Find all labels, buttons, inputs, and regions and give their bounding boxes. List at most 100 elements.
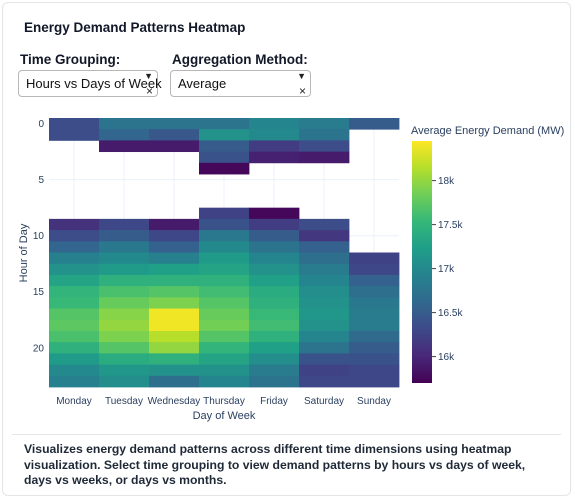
heatmap-cell bbox=[199, 375, 250, 388]
heatmap-cell bbox=[99, 375, 150, 388]
chart-description: Visualizes energy demand patterns across… bbox=[24, 442, 526, 487]
heatmap-cell bbox=[199, 353, 250, 365]
heatmap-cell bbox=[349, 330, 400, 343]
heatmap-cell bbox=[299, 118, 350, 130]
heatmap-cell bbox=[199, 330, 250, 343]
heatmap-cell bbox=[349, 319, 400, 332]
heatmap-cell bbox=[99, 274, 150, 287]
heatmap-cell bbox=[149, 297, 200, 309]
heatmap-cell bbox=[299, 274, 350, 287]
heatmap-cell bbox=[299, 129, 350, 141]
x-tick-label: Sunday bbox=[357, 396, 391, 407]
heatmap-cell bbox=[49, 286, 100, 298]
heatmap-cell bbox=[349, 252, 400, 265]
heatmap-cell bbox=[199, 252, 250, 265]
heatmap-cell bbox=[199, 230, 250, 242]
heatmap-cell bbox=[49, 252, 100, 265]
heatmap-cell bbox=[299, 140, 350, 153]
x-axis-title: Day of Week bbox=[193, 410, 256, 422]
colorbar-tick-label: 17k bbox=[438, 264, 455, 275]
heatmap-cell bbox=[149, 286, 200, 298]
heatmap-cell bbox=[49, 218, 100, 231]
colorbar-title: Average Energy Demand (MW) bbox=[411, 125, 564, 137]
heatmap-cell bbox=[249, 364, 300, 377]
heatmap-cell bbox=[149, 129, 200, 141]
y-tick-label: 20 bbox=[33, 343, 45, 354]
time-grouping-value: Hours vs Days of Week bbox=[26, 76, 162, 91]
heatmap-cell bbox=[249, 353, 300, 365]
heatmap-cell bbox=[149, 375, 200, 388]
heatmap-cell bbox=[99, 353, 150, 365]
y-tick-label: 5 bbox=[38, 175, 44, 186]
heatmap-cell bbox=[299, 342, 350, 354]
heatmap-cell bbox=[199, 364, 250, 377]
heatmap-cell bbox=[99, 308, 150, 321]
heatmap-cell bbox=[99, 218, 150, 231]
heatmap-cell bbox=[249, 241, 300, 253]
heatmap-cell bbox=[199, 118, 250, 130]
colorbar-tick-label: 16.5k bbox=[438, 308, 463, 319]
heatmap-cell bbox=[249, 118, 300, 130]
heatmap-cell bbox=[49, 375, 100, 388]
heatmap-cell bbox=[49, 274, 100, 287]
heatmap-cell bbox=[199, 241, 250, 253]
heatmap-cell bbox=[149, 230, 200, 242]
heatmap-cell bbox=[249, 252, 300, 265]
heatmap-cell bbox=[299, 308, 350, 321]
x-axis-ticks: Monday Tuesday Wednesday Thursday Friday Satu… bbox=[56, 396, 391, 407]
heatmap-cell bbox=[99, 129, 150, 141]
y-tick-label: 10 bbox=[33, 231, 45, 242]
heatmap-cell bbox=[249, 308, 300, 321]
heatmap-cell bbox=[99, 230, 150, 242]
heatmap-cell bbox=[299, 286, 350, 298]
heatmap-cell bbox=[299, 151, 350, 164]
heatmap-cell bbox=[99, 319, 150, 332]
heatmap-cell bbox=[249, 218, 300, 231]
heatmap-cell bbox=[149, 364, 200, 377]
heatmap-cell bbox=[199, 140, 250, 153]
clear-x-icon[interactable]: × bbox=[298, 84, 306, 98]
caret-down-icon[interactable]: ▼ bbox=[144, 71, 153, 81]
heatmap-cell bbox=[299, 252, 350, 265]
heatmap-cell bbox=[349, 297, 400, 309]
heatmap-cell bbox=[249, 319, 300, 332]
heatmap-cell bbox=[349, 353, 400, 365]
heatmap-cell bbox=[349, 308, 400, 321]
heatmap-cell bbox=[199, 308, 250, 321]
heatmap-cell bbox=[349, 274, 400, 287]
heatmap-cell bbox=[199, 207, 250, 220]
heatmap-cell bbox=[149, 308, 200, 321]
x-tick-label: Saturday bbox=[304, 396, 344, 407]
heatmap-cell bbox=[149, 140, 200, 153]
heatmap-cell bbox=[99, 330, 150, 343]
heatmap-cell bbox=[49, 342, 100, 354]
clear-x-icon[interactable]: × bbox=[145, 84, 153, 98]
time-grouping-dropdown[interactable]: Hours vs Days of Week ▼ × bbox=[18, 70, 162, 98]
heatmap-cell bbox=[249, 286, 300, 298]
caret-down-icon[interactable]: ▼ bbox=[297, 71, 306, 81]
heatmap-cell bbox=[299, 319, 350, 332]
heatmap-cell bbox=[149, 263, 200, 276]
heatmap-cell bbox=[299, 297, 350, 309]
heatmap-cell bbox=[149, 330, 200, 343]
heatmap-cell bbox=[249, 274, 300, 287]
heatmap-cell bbox=[49, 241, 100, 253]
heatmap-cell bbox=[149, 118, 200, 130]
heatmap-cell bbox=[99, 241, 150, 253]
heatmap-cell bbox=[199, 274, 250, 287]
heatmap-cell bbox=[349, 342, 400, 354]
heatmap-cell bbox=[199, 162, 250, 175]
heatmap-cell bbox=[249, 330, 300, 343]
heatmap-cell bbox=[199, 297, 250, 309]
heatmap-cell bbox=[199, 342, 250, 354]
heatmap-cell bbox=[349, 263, 400, 276]
heatmap-cell bbox=[299, 230, 350, 242]
heatmap-cell bbox=[299, 353, 350, 365]
heatmap-cells bbox=[49, 118, 400, 388]
heatmap-cell bbox=[249, 129, 300, 141]
heatmap-cell bbox=[99, 364, 150, 377]
y-tick-label: 15 bbox=[33, 287, 45, 298]
heatmap-cell bbox=[299, 364, 350, 377]
aggregation-method-dropdown[interactable]: Average ▼ × bbox=[170, 70, 311, 98]
dashboard-card bbox=[2, 2, 571, 496]
